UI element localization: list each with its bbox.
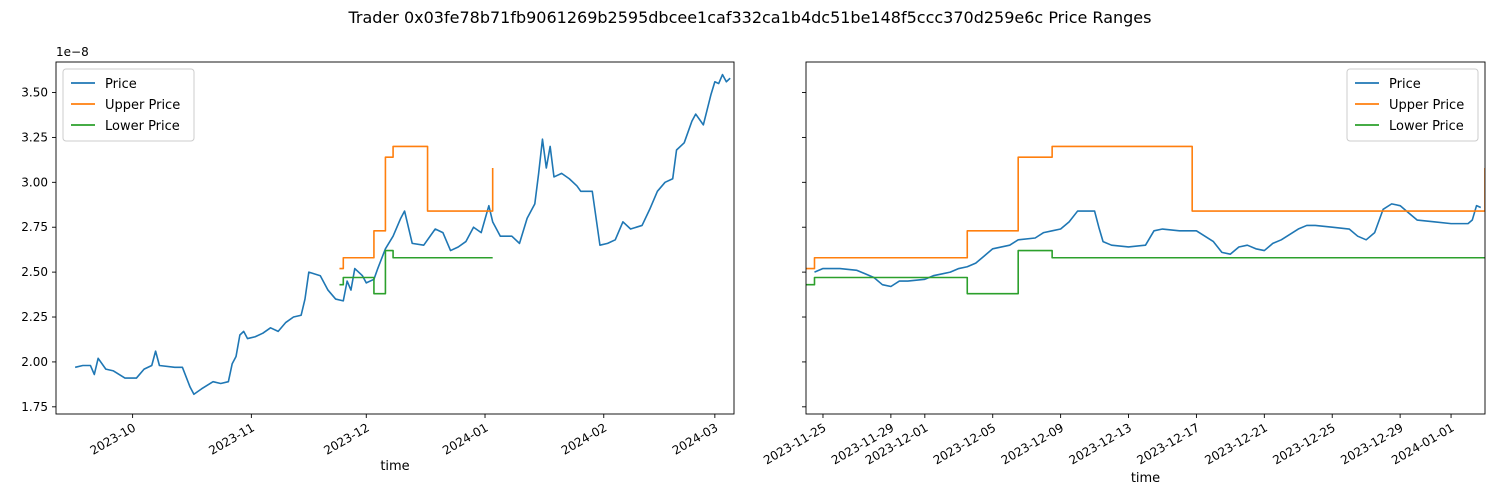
y-scale-note: 1e−8 <box>56 45 89 59</box>
legend-entry: Lower Price <box>1389 119 1464 134</box>
legend-box <box>1346 68 1479 142</box>
series-line-upper-price <box>339 145 494 270</box>
axes-frame <box>55 61 735 415</box>
x-tick-label: 2023-12-13 <box>1067 420 1134 467</box>
x-tick-label: 2024-03 <box>670 420 720 457</box>
series-line-upper-price <box>806 145 1485 270</box>
y-tick-label: 3.00 <box>21 175 48 189</box>
series-line-lower-price <box>339 249 493 295</box>
x-tick-label: 2024-01 <box>440 420 490 457</box>
y-tick-label: 2.25 <box>21 310 48 324</box>
series-line-lower-price <box>806 249 1485 295</box>
x-tick-label: 2023-12-09 <box>999 420 1066 467</box>
x-tick-label: 2023-10 <box>88 420 138 457</box>
legend-entry: Price <box>105 77 137 92</box>
x-tick-label: 2024-02 <box>559 420 609 457</box>
series-line-price <box>74 73 731 396</box>
y-tick-label: 2.75 <box>21 220 48 234</box>
x-axis-label: time <box>380 459 409 474</box>
legend-entry: Upper Price <box>105 98 180 113</box>
legend-entry: Lower Price <box>105 119 180 134</box>
series-line-price <box>814 203 1482 288</box>
figure-title: Trader 0x03fe78b71fb9061269b2595dbcee1ca… <box>348 8 1152 27</box>
x-axis-label: time <box>1131 471 1160 486</box>
x-tick-label: 2023-12-25 <box>1270 420 1337 467</box>
y-tick-label: 2.00 <box>21 355 48 369</box>
y-tick-label: 3.50 <box>21 86 48 100</box>
x-tick-label: 2023-12 <box>321 420 371 457</box>
y-tick-label: 3.25 <box>21 130 48 144</box>
legend: Price Upper Price Lower Price <box>62 68 195 142</box>
x-tick-label: 2023-11 <box>206 420 256 457</box>
legend: Price Upper Price Lower Price <box>1346 68 1479 142</box>
x-tick-label: 2023-12-21 <box>1202 420 1269 467</box>
legend-entry: Price <box>1389 77 1421 92</box>
chart-1: 1.75 2.00 2.25 2.50 2.75 3.00 3.25 3.50 1e−8 2023… <box>21 45 735 474</box>
x-tick-label: 2023-11-25 <box>761 420 828 467</box>
y-tick-label: 1.75 <box>21 400 48 414</box>
x-tick-label: 2023-12-05 <box>931 420 998 467</box>
legend-box <box>62 68 195 142</box>
axes-frame <box>805 61 1486 415</box>
y-tick-label: 2.50 <box>21 265 48 279</box>
x-tick-label: 2023-12-17 <box>1135 420 1202 467</box>
legend-entry: Upper Price <box>1389 98 1464 113</box>
